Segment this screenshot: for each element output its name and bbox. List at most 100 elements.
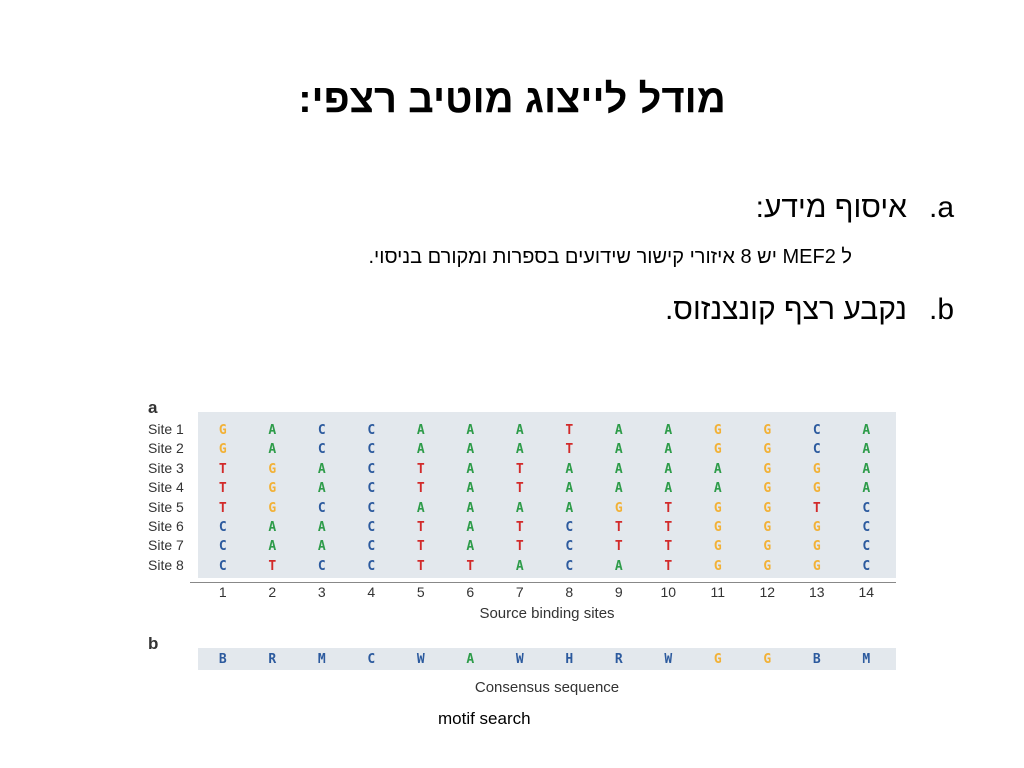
alignment-cell: A [317,481,326,497]
alignment-cell: A [614,461,623,477]
position-tick-label: 14 [858,584,875,600]
alignment-cell: A [565,461,574,477]
alignment-cell: G [812,558,821,574]
consensus-cell: H [565,652,574,667]
position-tick-label: 8 [565,584,574,600]
alignment-cell: G [763,500,772,516]
position-axis-line [190,582,896,583]
alignment-cell: A [862,423,871,438]
site-label: Site 6 [148,518,184,534]
alignment-cell: G [268,461,277,477]
slide-title: מודל לייצוג מוטיב רצפי: [298,77,726,121]
alignment-cell: C [565,539,574,555]
alignment-cell: A [268,423,277,438]
consensus-cell: G [713,652,722,667]
alignment-cell: G [812,539,821,555]
alignment-cell: G [763,442,772,458]
alignment-cell: G [713,520,722,535]
list-text-a: איסוף מידע: [755,191,907,224]
list-marker-b: b. [928,293,954,326]
alignment-cell: G [812,520,821,535]
alignment-cell: A [416,423,425,438]
position-tick-label: 3 [317,584,326,600]
alignment-cell: T [664,539,673,555]
alignment-cell: C [317,442,326,458]
alignment-cell: C [862,520,871,535]
alignment-cell: A [614,481,623,497]
alignment-cell: T [416,481,425,497]
consensus-cell: W [664,652,673,667]
alignment-cell: T [664,520,673,535]
alignment-cell: G [268,481,277,497]
alignment-cell: A [515,423,524,438]
alignment-cell: C [367,481,376,497]
alignment-cell: A [466,481,475,497]
alignment-grid [198,412,896,578]
alignment-cell: G [763,539,772,555]
alignment-cell: T [416,539,425,555]
site-label: Site 8 [148,556,184,573]
alignment-cell: G [614,500,623,516]
alignment-cell: G [713,539,722,555]
alignment-cell: C [812,442,821,458]
alignment-cell: A [664,423,673,438]
alignment-cell: G [218,423,227,438]
list-item-a: a. איסוף מידע: [756,190,954,226]
alignment-cell: A [466,520,475,535]
alignment-cell: A [466,423,475,438]
motif-figure: a Source binding sites b Consensus seque… [140,398,900,738]
site-label: Site 5 [148,498,184,515]
consensus-cell: M [862,652,871,667]
alignment-cell: A [317,520,326,535]
consensus-cell: R [268,652,277,667]
site-label: Site 1 [148,421,184,437]
alignment-cell: A [664,481,673,497]
alignment-cell: C [862,539,871,555]
alignment-cell: A [268,539,277,555]
alignment-cell: A [466,539,475,555]
alignment-cell: G [268,500,277,516]
alignment-cell: T [614,539,623,555]
alignment-cell: T [812,500,821,516]
alignment-cell: G [763,558,772,574]
alignment-cell: A [268,442,277,458]
list-item-b: b. נקבע רצף קונצנזוס. [665,292,954,328]
alignment-cell: A [862,461,871,477]
alignment-cell: A [862,481,871,497]
consensus-cell: C [367,652,376,667]
consensus-cell: M [317,652,326,667]
position-tick-label: 9 [614,584,623,600]
alignment-cell: T [515,461,524,477]
panel-a-label: a [148,398,158,417]
list-marker-a: a. [928,191,954,224]
position-tick-label: 10 [660,584,677,600]
alignment-cell: A [565,500,574,516]
alignment-cell: G [218,442,227,458]
alignment-cell: T [565,423,574,438]
alignment-cell: G [713,423,722,438]
alignment-cell: T [416,461,425,477]
alignment-cell: A [317,539,326,555]
position-tick-label: 2 [268,584,277,600]
alignment-cell: A [466,442,475,458]
figure-caption: motif search [438,709,531,728]
alignment-cell: G [812,481,821,497]
alignment-cell: C [218,520,227,535]
alignment-cell: C [367,461,376,477]
alignment-cell: T [466,558,475,574]
position-tick-label: 13 [808,584,825,600]
list-text-b: נקבע רצף קונצנזוס. [664,293,907,326]
alignment-cell: A [515,558,524,574]
alignment-cell: A [713,461,722,477]
alignment-cell: G [713,442,722,458]
alignment-cell: G [713,500,722,516]
alignment-cell: A [466,500,475,516]
consensus-title: Consensus sequence [474,679,620,696]
alignment-cell: A [268,520,277,535]
alignment-cell: C [862,558,871,574]
consensus-cell: A [466,652,475,667]
alignment-cell: T [515,481,524,497]
alignment-cell: C [317,500,326,516]
consensus-row [198,648,896,670]
alignment-cell: T [664,558,673,574]
